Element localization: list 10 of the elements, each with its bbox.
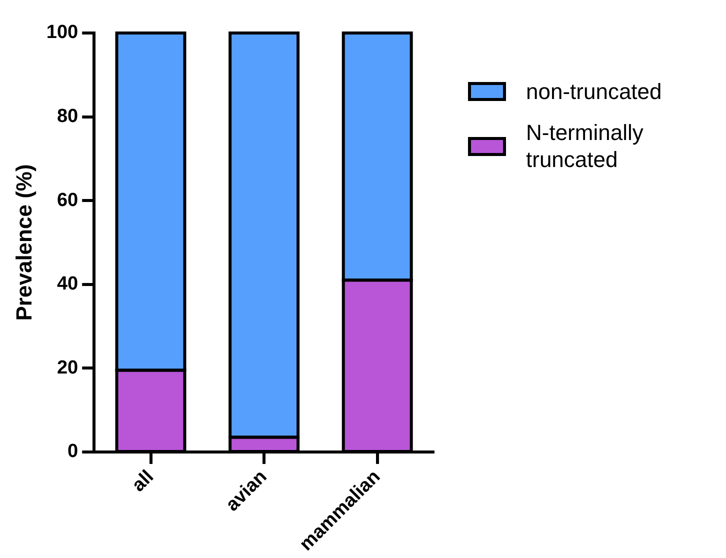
y-tick-label: 60 <box>56 190 78 211</box>
legend-label: non-truncated <box>526 78 663 105</box>
x-tick-label: all <box>128 466 158 496</box>
legend-label: N-terminally truncated <box>526 119 644 173</box>
y-tick-label: 20 <box>56 357 78 378</box>
y-tick-label: 40 <box>56 274 78 295</box>
y-tick-label: 100 <box>46 22 78 44</box>
y-tick-label: 80 <box>56 106 78 128</box>
y-axis-title: Prevalence (%) <box>11 164 36 321</box>
y-tick-label: 0 <box>68 441 78 462</box>
